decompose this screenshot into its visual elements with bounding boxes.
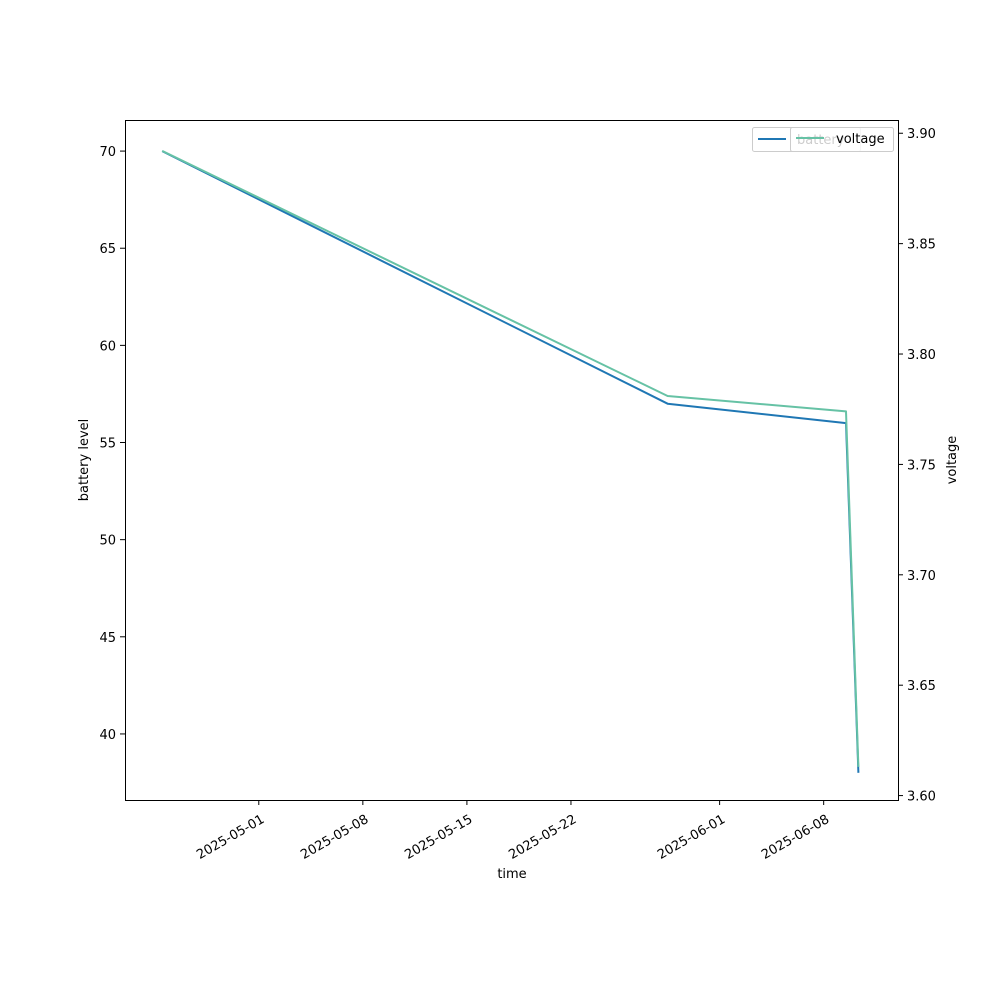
left-tick-label: 55: [99, 437, 116, 452]
x-axis-label: time: [497, 867, 526, 882]
legend-voltage: voltage: [790, 127, 894, 152]
right-tick-label: 3.75: [907, 458, 936, 473]
left-tick-label: 45: [99, 631, 116, 646]
right-tick-label: 3.65: [907, 679, 936, 694]
x-axis-ticks: 2025-05-01 2025-05-08 2025-05-15 2025-05-22…: [194, 800, 832, 863]
plot-background: [125, 120, 898, 800]
left-tick-label: 40: [99, 728, 116, 743]
left-tick-label: 60: [99, 339, 116, 354]
x-tick-label: 2025-06-01: [655, 812, 728, 863]
right-tick-label: 3.85: [907, 238, 936, 253]
plot-frame: [125, 120, 899, 801]
right-axis-ticks: 3.60 3.65 3.70 3.75 3.80 3.85 3.90: [898, 127, 936, 805]
left-tick-label: 50: [99, 534, 116, 549]
x-tick-label: 2025-05-22: [506, 812, 579, 863]
legend-voltage-label: voltage: [836, 132, 885, 147]
axes-layer: [125, 120, 899, 801]
x-tick-label: 2025-05-15: [402, 812, 475, 863]
x-tick-label: 2025-05-08: [298, 812, 371, 863]
series-layer: [161, 150, 860, 773]
series-line-voltage: [161, 150, 860, 767]
x-tick-label: 2025-05-01: [194, 812, 267, 863]
left-tick-label: 65: [99, 242, 116, 257]
left-y-axis-label: battery level: [77, 419, 92, 502]
right-tick-label: 3.80: [907, 348, 936, 363]
right-tick-label: 3.60: [907, 790, 936, 805]
right-tick-label: 3.90: [907, 127, 936, 142]
right-tick-label: 3.70: [907, 569, 936, 584]
left-tick-label: 70: [99, 145, 116, 160]
legend-voltage-box: [790, 127, 894, 152]
x-tick-label: 2025-06-08: [759, 812, 832, 863]
right-y-axis-label: voltage: [945, 436, 960, 485]
left-axis-ticks: 40 45 50 55 60 65 70: [99, 145, 125, 743]
